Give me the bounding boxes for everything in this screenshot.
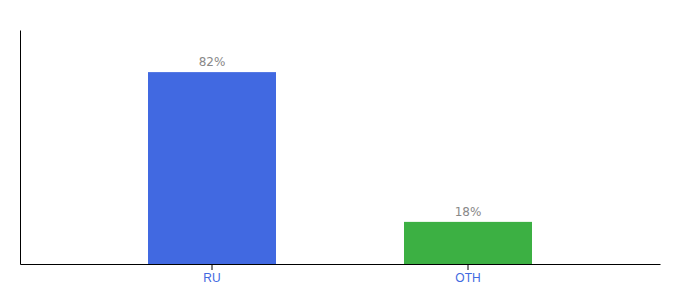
bar (404, 222, 532, 264)
x-tick: RU (203, 264, 220, 285)
x-axis-line (21, 264, 661, 265)
chart: 82% 18% RU OTH (0, 0, 680, 300)
y-axis (20, 31, 21, 265)
x-tick-label: OTH (455, 271, 480, 285)
y-axis-line (20, 31, 21, 265)
x-tick-mark (468, 264, 469, 270)
x-tick-label: RU (203, 271, 220, 285)
plot: 82% 18% RU OTH (21, 31, 661, 285)
x-tick-mark (212, 264, 213, 270)
x-tick: OTH (455, 264, 480, 285)
x-axis: RU OTH (21, 264, 661, 285)
data-label: 82% (199, 55, 226, 69)
bars (148, 72, 532, 264)
data-label: 18% (455, 205, 482, 219)
data-labels: 82% 18% (199, 55, 482, 219)
bar (148, 72, 276, 264)
